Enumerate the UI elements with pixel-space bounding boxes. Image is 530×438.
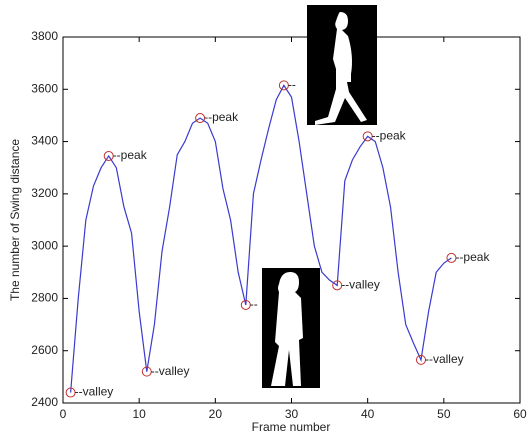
x-tick-label: 20 (209, 407, 223, 421)
extremum-marker (103, 150, 114, 161)
annotation: --peak (455, 250, 490, 264)
extremum-marker (446, 252, 457, 263)
silhouette-bottom (262, 268, 320, 388)
y-tick-label: 3200 (31, 186, 58, 200)
silhouette-top (307, 5, 377, 125)
extremum-marker (65, 387, 76, 398)
y-tick-label: 2600 (31, 343, 58, 357)
plot-layer: 0 10 20 30 40 50 60 2400 2600 2800 3000 3200 3400 360… (31, 29, 527, 421)
x-tick-label: 50 (437, 407, 451, 421)
data-line (70, 84, 452, 393)
extremum-marker (332, 280, 343, 291)
x-tick-label: 30 (285, 407, 299, 421)
y-axis-label: The number of Swing distance (8, 139, 22, 301)
annotation: -- (288, 78, 296, 92)
y-tick-label: 2400 (31, 395, 58, 409)
y-tick-label: 2800 (31, 291, 58, 305)
annotation: --peak (113, 148, 148, 162)
annotation: --peak (372, 129, 407, 143)
annotation: --valley (341, 278, 380, 292)
x-axis-label: Frame number (252, 420, 331, 434)
extremum-marker (141, 366, 152, 377)
x-tick-label: 0 (60, 407, 67, 421)
annotation: --valley (425, 352, 464, 366)
annotation: --peak (204, 110, 239, 124)
annotation: --valley (75, 385, 114, 399)
x-tick-label: 40 (361, 407, 375, 421)
extremum-marker (362, 131, 373, 142)
x-tick-label: 10 (132, 407, 146, 421)
y-tick-label: 3600 (31, 81, 58, 95)
extremum-marker (415, 354, 426, 365)
extremum-marker (195, 113, 206, 124)
x-tick-label: 60 (513, 407, 527, 421)
annotation: -- (250, 297, 258, 311)
y-tick-label: 3000 (31, 238, 58, 252)
extremum-marker (240, 299, 251, 310)
extremum-marker (278, 80, 289, 91)
y-tick-label: 3800 (31, 29, 58, 43)
annotation: --valley (151, 364, 190, 378)
y-tick-label: 3400 (31, 134, 58, 148)
